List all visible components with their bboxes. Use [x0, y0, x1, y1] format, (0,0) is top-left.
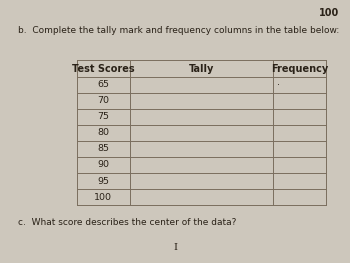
Text: 95: 95 — [97, 176, 109, 185]
Text: 65: 65 — [97, 80, 109, 89]
Text: 90: 90 — [97, 160, 109, 169]
Text: 75: 75 — [97, 112, 109, 121]
Text: c.  What score describes the center of the data?: c. What score describes the center of th… — [18, 218, 236, 227]
Text: Frequency: Frequency — [271, 64, 328, 74]
Text: 100: 100 — [319, 8, 339, 18]
Text: I: I — [173, 244, 177, 252]
Text: 70: 70 — [97, 96, 109, 105]
Text: 80: 80 — [97, 128, 109, 137]
Text: ·: · — [276, 80, 280, 90]
Text: Tally: Tally — [189, 64, 214, 74]
Text: b.  Complete the tally mark and frequency columns in the table below:: b. Complete the tally mark and frequency… — [18, 26, 339, 35]
Text: 85: 85 — [97, 144, 109, 153]
Text: 100: 100 — [94, 193, 112, 202]
Text: Test Scores: Test Scores — [72, 64, 134, 74]
